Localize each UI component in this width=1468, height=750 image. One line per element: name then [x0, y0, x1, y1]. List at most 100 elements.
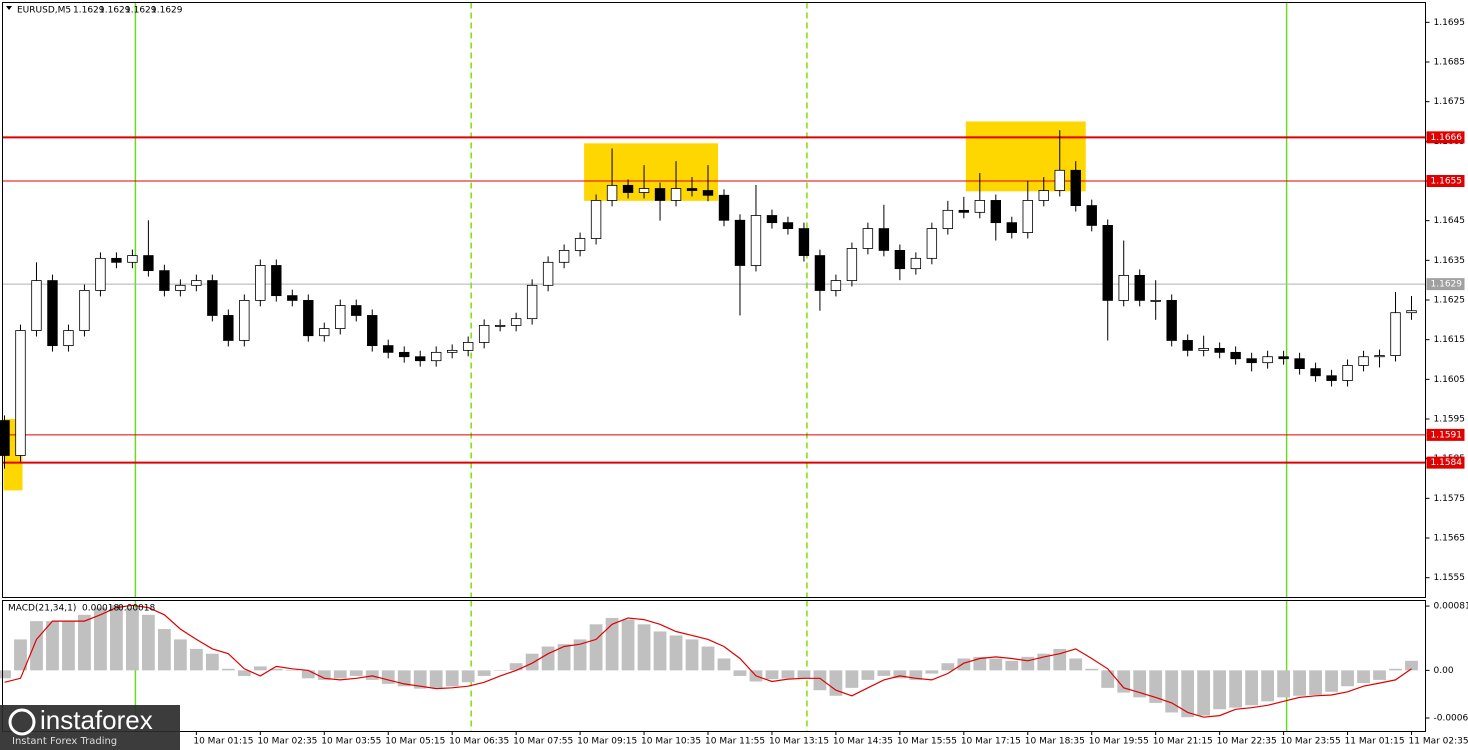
candle-body — [670, 188, 682, 201]
x-tick-label: 10 Mar 03:55 — [321, 737, 381, 747]
candle-body — [750, 215, 762, 266]
candle-body — [1102, 225, 1113, 301]
macd-bar — [1229, 670, 1243, 708]
candle-body — [526, 284, 538, 320]
macd-bar — [1277, 670, 1290, 698]
macd-bar — [605, 617, 619, 671]
candle-body — [1198, 347, 1209, 351]
candle-body — [510, 318, 522, 326]
candle-body — [1134, 275, 1145, 301]
macd-bar — [573, 639, 587, 671]
candle-body — [766, 215, 778, 224]
macd-bar — [941, 663, 955, 671]
macd-bar — [1181, 670, 1195, 718]
macd-bar — [893, 670, 907, 679]
candle-body — [1230, 351, 1241, 360]
macd-bar — [173, 639, 187, 671]
candle-body — [63, 330, 74, 347]
macd-bar — [621, 619, 635, 671]
watermark-brand: instaforex — [40, 705, 153, 735]
candle-body — [782, 222, 794, 229]
price-label: 1.1666 — [1431, 133, 1463, 143]
macd-bar — [237, 670, 251, 676]
macd-bar — [46, 621, 59, 671]
macd-bar — [797, 670, 811, 679]
candle-body — [718, 194, 730, 221]
candle-body — [494, 324, 506, 327]
candle-body — [1086, 205, 1097, 226]
macd-bar — [925, 670, 939, 674]
macd-bar — [1405, 660, 1418, 671]
y-tick-label: 1.1555 — [1434, 573, 1466, 583]
macd-bar — [157, 629, 171, 671]
candle-body — [47, 280, 58, 347]
macd-bar — [525, 653, 539, 671]
candle-body — [1150, 299, 1161, 302]
x-tick-label: 10 Mar 14:35 — [833, 737, 893, 747]
header-value: 1.1629 — [151, 6, 183, 16]
candle-body — [335, 305, 346, 329]
menu-triangle — [6, 6, 12, 10]
macd-bar — [317, 670, 331, 680]
x-tick-label: 10 Mar 07:55 — [513, 737, 573, 747]
macd-bar — [126, 607, 139, 671]
candle-body — [351, 305, 362, 316]
candle-body — [478, 324, 490, 343]
price-label-box — [1426, 428, 1465, 441]
candle-body — [1166, 299, 1177, 341]
macd-bar — [813, 670, 827, 691]
macd-bar — [365, 670, 379, 680]
y-tick-label: 1.1625 — [1434, 296, 1466, 306]
candle-body — [143, 255, 154, 272]
macd-bar — [78, 614, 91, 671]
x-tick-label: 10 Mar 17:15 — [961, 737, 1021, 747]
macd-bar — [253, 666, 267, 671]
y-tick-label: -0.0006 — [1434, 714, 1468, 724]
candle-body — [910, 257, 922, 270]
candle-body — [95, 257, 106, 291]
x-tick-label: 11 Mar 01:15 — [1345, 737, 1405, 747]
candle-body — [606, 184, 618, 201]
candle-body — [1262, 356, 1273, 364]
candle-body — [1406, 310, 1417, 314]
macd-bar — [557, 644, 571, 671]
candle-body — [638, 188, 650, 193]
macd-bar — [142, 614, 155, 671]
macd-bar — [0, 670, 11, 679]
macd-bar — [1309, 670, 1322, 695]
highlight-zone — [584, 143, 718, 201]
candle-body — [1294, 358, 1305, 370]
macd-bar — [14, 639, 27, 671]
candle-body — [415, 356, 426, 362]
price-label-box — [1426, 131, 1465, 144]
x-tick-label: 10 Mar 09:15 — [577, 737, 637, 747]
macd-bar — [94, 607, 107, 671]
macd-bar — [1005, 660, 1019, 671]
macd-bar — [429, 670, 443, 688]
candle-body — [1278, 356, 1289, 360]
macd-frame — [2, 600, 1426, 732]
macd-bar — [717, 658, 731, 671]
candle-body — [590, 200, 602, 239]
x-tick-label: 10 Mar 19:55 — [1089, 737, 1149, 747]
x-tick-label: 10 Mar 06:35 — [449, 737, 509, 747]
candle-body — [686, 188, 698, 191]
macd-bar — [669, 635, 683, 671]
macd-bar — [701, 646, 715, 671]
highlight-zone — [965, 121, 1086, 192]
x-tick-label: 11 Mar 02:35 — [1409, 737, 1468, 747]
header-value: 1.1629 — [73, 6, 105, 16]
macd-bar — [509, 663, 523, 671]
candle-body — [574, 238, 586, 251]
macd-bar — [1085, 668, 1099, 671]
y-tick-label: 1.1615 — [1434, 335, 1466, 345]
x-tick-label: 10 Mar 13:15 — [769, 737, 829, 747]
candle-body — [1118, 275, 1129, 301]
y-tick-label: 1.1685 — [1434, 58, 1466, 68]
macd-bar — [765, 670, 779, 680]
price-label-box — [1426, 278, 1465, 291]
y-tick-label: 1.1605 — [1434, 375, 1466, 385]
candle-body — [207, 280, 218, 316]
x-tick-label: 10 Mar 01:15 — [193, 737, 253, 747]
